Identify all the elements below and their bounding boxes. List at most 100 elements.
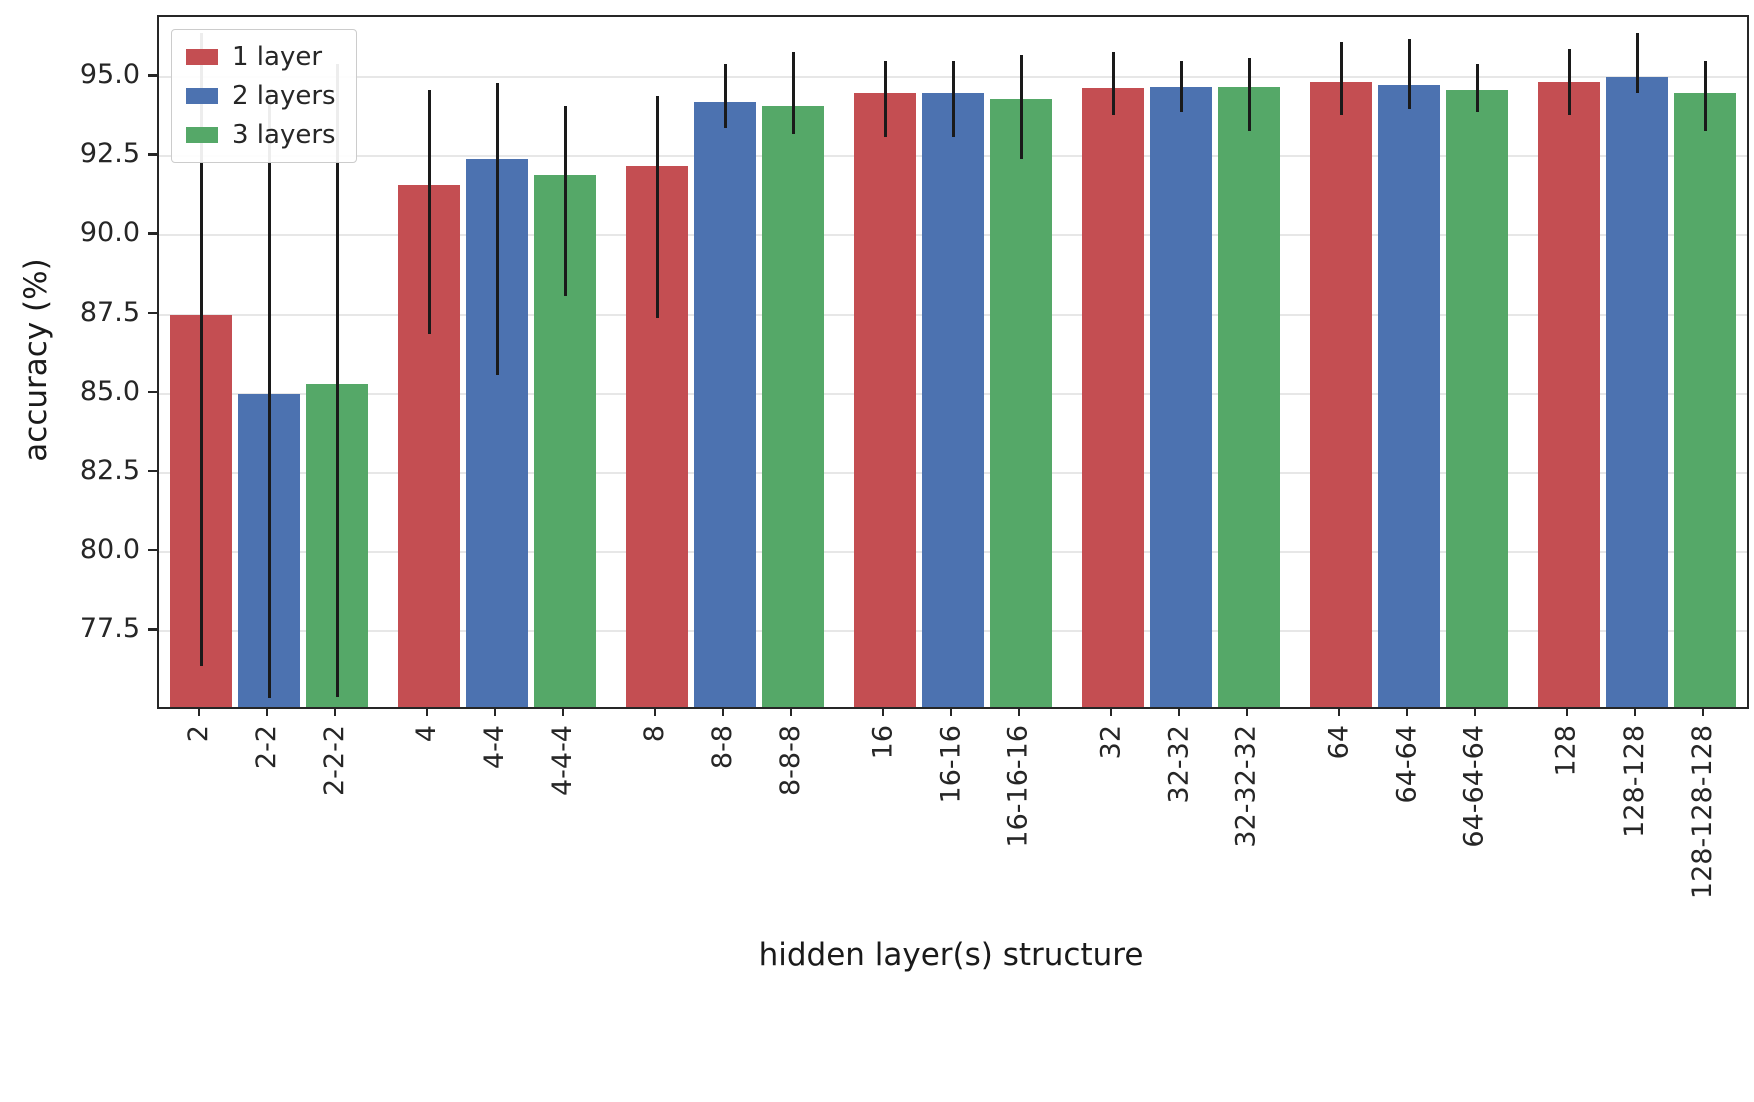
x-tick-label: 8-8-8 [775, 725, 806, 797]
y-tick-label: 82.5 [79, 454, 140, 486]
bar-32 [1082, 88, 1144, 707]
bar-32-32 [1150, 86, 1212, 707]
x-tick-mark [425, 707, 429, 716]
y-tick-label: 90.0 [79, 217, 140, 249]
errorbar-4 [427, 89, 431, 334]
x-tick-mark [1109, 707, 1113, 716]
x-tick-mark [1245, 707, 1249, 716]
y-tick-label: 95.0 [79, 59, 140, 91]
legend-entry: 3 layers [186, 120, 336, 150]
x-tick-mark [949, 707, 953, 716]
x-tick-label: 128-128-128 [1687, 725, 1718, 900]
x-tick-label: 32 [1095, 725, 1126, 760]
x-tick-label: 64-64 [1391, 725, 1422, 804]
y-tick-label: 80.0 [79, 533, 140, 565]
x-tick-label: 2-2 [251, 725, 282, 770]
errorbar-64-64-64 [1475, 64, 1479, 112]
x-tick-label: 64 [1323, 725, 1354, 760]
errorbar-32 [1111, 51, 1115, 116]
x-tick-label: 2 [183, 725, 214, 743]
x-tick-mark [1017, 707, 1021, 716]
errorbar-2-2 [267, 89, 271, 698]
x-tick-label: 16-16 [935, 725, 966, 804]
legend-label: 1 layer [232, 42, 323, 72]
legend-swatch [186, 49, 218, 65]
errorbar-16-16-16 [1019, 54, 1023, 160]
x-tick-mark [1405, 707, 1409, 716]
errorbar-16 [883, 61, 887, 138]
bar-16-16 [922, 92, 984, 707]
errorbar-32-32 [1179, 61, 1183, 112]
x-tick-label: 128-128 [1619, 725, 1650, 838]
x-tick-label: 4-4-4 [547, 725, 578, 797]
errorbar-64-64 [1407, 39, 1411, 109]
errorbar-2-2-2 [335, 64, 339, 698]
x-tick-label: 4 [411, 725, 442, 743]
legend-swatch [186, 127, 218, 143]
y-tick-mark [148, 390, 157, 394]
x-tick-mark [1633, 707, 1637, 716]
bar-128-128 [1606, 77, 1668, 707]
legend-swatch [186, 88, 218, 104]
x-tick-mark [197, 707, 201, 716]
y-tick-mark [148, 232, 157, 235]
errorbar-64 [1339, 42, 1343, 116]
x-tick-label: 4-4 [479, 725, 510, 770]
x-tick-mark [1177, 707, 1181, 716]
x-tick-mark [333, 707, 337, 716]
y-tick-mark [148, 548, 157, 552]
x-tick-label: 16-16-16 [1003, 725, 1034, 848]
errorbar-8-8 [723, 64, 727, 128]
x-tick-mark [1473, 707, 1477, 716]
y-tick-mark [148, 469, 157, 473]
y-tick-mark [148, 153, 157, 156]
y-tick-label: 92.5 [79, 138, 140, 170]
errorbar-32-32-32 [1247, 58, 1251, 131]
legend-entry: 2 layers [186, 81, 336, 111]
y-tick-mark [148, 74, 157, 77]
bar-8-8-8 [762, 105, 824, 707]
legend: 1 layer 2 layers 3 layers [171, 29, 357, 163]
bar-16 [854, 92, 916, 707]
x-tick-label: 16 [867, 725, 898, 760]
y-tick-mark [148, 311, 157, 315]
x-tick-mark [1337, 707, 1341, 716]
x-tick-label: 128 [1551, 725, 1582, 777]
x-tick-label: 64-64-64 [1459, 725, 1490, 848]
x-tick-mark [881, 707, 885, 716]
bar-16-16-16 [990, 99, 1052, 707]
x-axis-label: hidden layer(s) structure [758, 937, 1144, 973]
bar-8-8 [694, 102, 756, 707]
x-tick-mark [493, 707, 497, 716]
x-tick-mark [561, 707, 565, 716]
bar-64-64-64 [1446, 89, 1508, 707]
bar-128 [1538, 81, 1600, 707]
y-tick-label: 77.5 [79, 613, 140, 645]
x-tick-label: 32-32 [1163, 725, 1194, 804]
x-tick-label: 2-2-2 [319, 725, 350, 797]
x-tick-label: 8 [639, 725, 670, 743]
errorbar-4-4-4 [563, 105, 567, 296]
errorbar-4-4 [495, 83, 499, 375]
errorbar-128-128-128 [1703, 61, 1707, 131]
y-tick-mark [148, 628, 157, 631]
legend-entry: 1 layer [186, 42, 336, 72]
y-axis-label: accuracy (%) [18, 258, 54, 462]
errorbar-128-128 [1635, 32, 1639, 93]
bar-64 [1310, 81, 1372, 707]
plot-area: 1 layer 2 layers 3 layers [157, 15, 1749, 709]
x-tick-mark [265, 707, 269, 716]
x-tick-mark [721, 707, 725, 716]
y-tick-label: 87.5 [79, 296, 140, 328]
bar-128-128-128 [1674, 92, 1736, 707]
legend-label: 3 layers [232, 120, 336, 150]
x-tick-label: 8-8 [707, 725, 738, 770]
errorbar-128 [1567, 48, 1571, 116]
errorbar-16-16 [951, 61, 955, 138]
x-tick-mark [1565, 707, 1569, 716]
y-tick-label: 85.0 [79, 375, 140, 407]
bar-32-32-32 [1218, 86, 1280, 707]
x-axis-ticks: 2 2-2 2-2-2 4 4-4 4-4-4 8 8-8 8-8-8 16 16-16 16-16-… [157, 707, 1745, 967]
x-tick-mark [789, 707, 793, 716]
